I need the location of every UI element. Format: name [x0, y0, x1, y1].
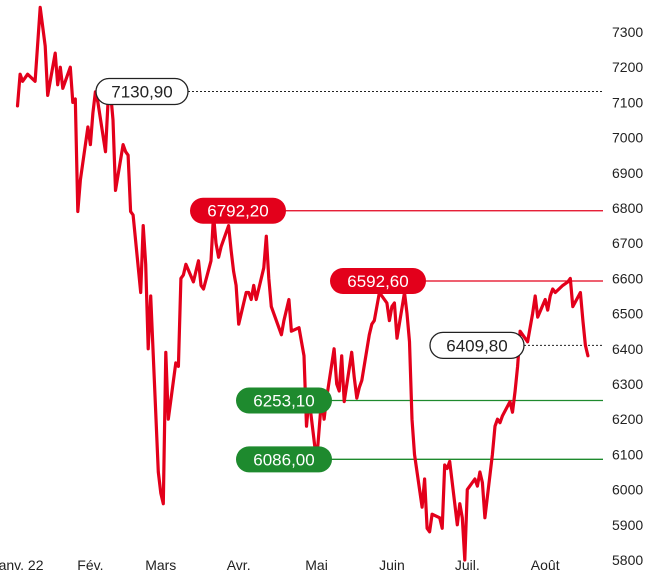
x-tick-label: Juil. [455, 557, 480, 573]
pill-background [429, 331, 525, 360]
annotation-pill: 6086,00 [236, 446, 332, 473]
pill-background [190, 197, 286, 224]
x-tick-label: Mars [145, 557, 176, 573]
y-tick-label: 6600 [612, 270, 643, 286]
y-tick-label: 6100 [612, 446, 643, 462]
x-tick-label: Juin [379, 557, 405, 573]
pill-background [95, 77, 189, 106]
annotation-pill: 6592,60 [330, 268, 426, 295]
y-tick-label: 6700 [612, 235, 643, 251]
annotation-value: 7130,90 [111, 83, 172, 102]
y-tick-label: 7100 [612, 94, 643, 110]
annotation-pill: 6253,10 [236, 387, 332, 414]
x-tick-label: Avr. [227, 557, 251, 573]
pill-background [330, 268, 426, 295]
reference-lines [184, 91, 603, 460]
y-tick-label: 7200 [612, 59, 643, 75]
y-tick-label: 6200 [612, 411, 643, 427]
annotation-pill: 6792,20 [190, 197, 286, 224]
x-axis: Janv. 22 Fév. Mars Avr. Mai Juin Juil. Août [0, 557, 560, 573]
y-tick-label: 7000 [612, 130, 643, 146]
annotation-value: 6792,20 [207, 202, 268, 221]
series-line [15, 5, 590, 562]
pill-background [236, 446, 332, 473]
annotation-value: 6086,00 [253, 450, 314, 469]
y-tick-label: 7300 [612, 24, 643, 40]
y-tick-label: 5900 [612, 517, 643, 533]
annotation-value: 6253,10 [253, 392, 314, 411]
annotation-value: 6592,60 [347, 272, 408, 291]
annotation-pill: 6409,80 [429, 331, 525, 360]
y-tick-label: 6000 [612, 482, 643, 498]
x-tick-label: Fév. [77, 557, 103, 573]
y-tick-label: 6900 [612, 165, 643, 181]
series-layer [15, 5, 590, 562]
pill-background [236, 387, 332, 414]
y-tick-label: 6300 [612, 376, 643, 392]
y-tick-label: 6800 [612, 200, 643, 216]
y-tick-label: 5800 [612, 552, 643, 568]
annotation-value: 6409,80 [446, 336, 507, 355]
y-axis: 5800 5900 6000 6100 6200 6300 6400 6500 6600 6700… [612, 24, 643, 568]
annotation-labels: 7130,90 6792,20 6592,60 6409,80 6253,10 6086,… [95, 77, 525, 473]
x-tick-label: Août [531, 557, 560, 573]
y-tick-label: 6500 [612, 306, 643, 322]
x-tick-label: Mai [305, 557, 328, 573]
y-tick-label: 6400 [612, 341, 643, 357]
x-tick-label: Janv. 22 [0, 557, 44, 573]
annotation-pill: 7130,90 [95, 77, 189, 106]
